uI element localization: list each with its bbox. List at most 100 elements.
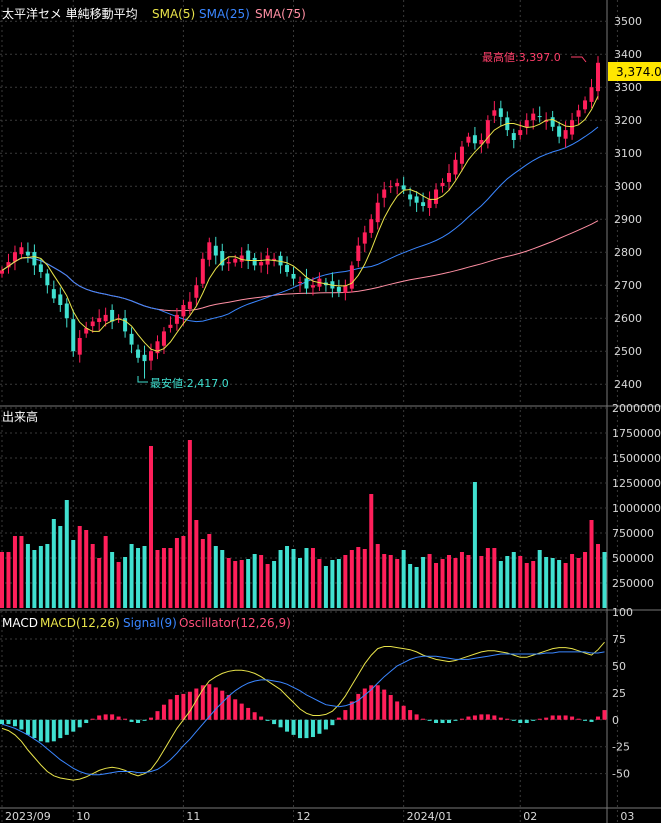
- candle-body: [524, 120, 529, 128]
- volume-bar: [362, 549, 367, 608]
- candle-body: [589, 87, 594, 102]
- candle-body: [123, 318, 128, 332]
- candle-body: [570, 120, 575, 135]
- macd-path: [1, 641, 605, 781]
- oscillator-bar: [362, 688, 367, 720]
- volume-bar: [317, 559, 322, 608]
- oscillator-bar: [213, 687, 218, 720]
- volume-bar: [323, 566, 328, 608]
- volume-bar: [213, 546, 218, 608]
- volume-bar: [64, 500, 69, 608]
- volume-bar: [544, 557, 549, 608]
- price-tick-label: 2900: [614, 213, 642, 226]
- volume-bar: [485, 548, 490, 608]
- candle-body: [576, 110, 581, 117]
- oscillator-bar: [233, 699, 238, 720]
- macd-legend: MACD(12,26): [40, 616, 120, 630]
- oscillator-bar: [246, 707, 251, 720]
- oscillator-bar: [12, 719, 17, 727]
- oscillator-bar: [149, 717, 153, 720]
- oscillator-bar: [459, 718, 464, 720]
- oscillator-bar: [77, 719, 82, 728]
- candle-body: [233, 258, 238, 263]
- oscillator-bar: [239, 703, 244, 720]
- candle-body: [343, 285, 348, 293]
- oscillator-bar: [90, 718, 95, 720]
- candle-body: [220, 251, 225, 266]
- price-tick-label: 2600: [614, 312, 642, 325]
- candle-body: [272, 258, 277, 261]
- macd-tick-label: -50: [612, 768, 630, 781]
- macd-legend-title: MACD: [2, 616, 38, 630]
- volume-bar: [382, 554, 387, 608]
- macd-tick-label: 100: [612, 606, 633, 619]
- candle-body: [213, 245, 218, 256]
- volume-tick-label: 2000000: [612, 402, 661, 415]
- oscillator-bar: [103, 714, 108, 720]
- oscillator-bar: [518, 719, 523, 724]
- volume-bar: [336, 559, 341, 608]
- candlestick-series: [0, 56, 600, 379]
- volume-bar: [25, 544, 30, 608]
- volume-bar: [563, 563, 568, 608]
- volume-bar: [388, 555, 393, 608]
- oscillator-bar: [207, 684, 212, 720]
- sma25-path: [1, 126, 599, 323]
- volume-bar: [45, 544, 50, 608]
- oscillator-bar: [531, 719, 536, 721]
- candle-body: [142, 354, 147, 362]
- volume-bar: [531, 561, 536, 608]
- oscillator-bar: [544, 717, 549, 720]
- volume-bar: [349, 550, 354, 608]
- candle-body: [537, 116, 542, 118]
- candle-body: [434, 189, 439, 204]
- oscillator-bar: [576, 718, 581, 720]
- oscillator-bar: [6, 719, 11, 725]
- volume-legend-title: 出来高: [2, 409, 38, 424]
- volume-bar: [84, 530, 89, 608]
- candle-body: [291, 273, 296, 279]
- candle-body: [25, 251, 30, 256]
- volume-bar: [187, 440, 192, 608]
- volume-tick-label: 750000: [612, 527, 654, 540]
- volume-bar: [161, 548, 166, 608]
- volume-tick-label: 1000000: [612, 502, 661, 515]
- volume-bar: [356, 547, 361, 608]
- macd-lines: [1, 641, 605, 781]
- time-tick-label: 02: [523, 810, 537, 823]
- oscillator-bar: [524, 719, 529, 724]
- volume-bar: [492, 548, 497, 608]
- volume-bar: [272, 561, 277, 608]
- candle-body: [492, 110, 497, 116]
- price-tick-label: 2800: [614, 246, 642, 259]
- oscillator-bar: [32, 719, 37, 739]
- candle-body: [149, 351, 153, 361]
- volume-bar: [310, 548, 315, 608]
- oscillator-bar: [447, 719, 451, 724]
- oscillator-bar: [285, 719, 290, 732]
- volume-bar: [71, 540, 76, 608]
- candle-body: [479, 140, 484, 145]
- macd-tick-label: 0: [612, 714, 619, 727]
- candle-body: [453, 159, 458, 175]
- volume-bar: [259, 555, 264, 608]
- candle-body: [421, 202, 426, 206]
- volume-bar: [278, 550, 283, 608]
- volume-bar: [129, 544, 134, 608]
- macd-tick-label: 25: [612, 687, 626, 700]
- oscillator-bar: [259, 716, 264, 720]
- candle-body: [388, 186, 393, 188]
- candle-body: [32, 252, 37, 266]
- oscillator-bar: [304, 719, 309, 739]
- oscillator-bar: [110, 714, 115, 720]
- volume-bar: [304, 548, 309, 608]
- candle-body: [168, 324, 173, 328]
- volume-bar: [58, 526, 63, 608]
- candle-body: [596, 62, 600, 92]
- oscillator-bar: [498, 717, 503, 720]
- oscillator-bar: [168, 699, 173, 720]
- candle-body: [194, 285, 199, 298]
- oscillator-bar: [466, 716, 471, 720]
- candle-body: [97, 318, 102, 322]
- oscillator-bar: [129, 719, 134, 722]
